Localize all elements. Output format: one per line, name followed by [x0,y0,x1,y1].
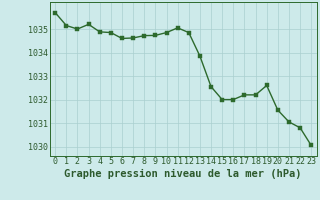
X-axis label: Graphe pression niveau de la mer (hPa): Graphe pression niveau de la mer (hPa) [64,169,302,179]
